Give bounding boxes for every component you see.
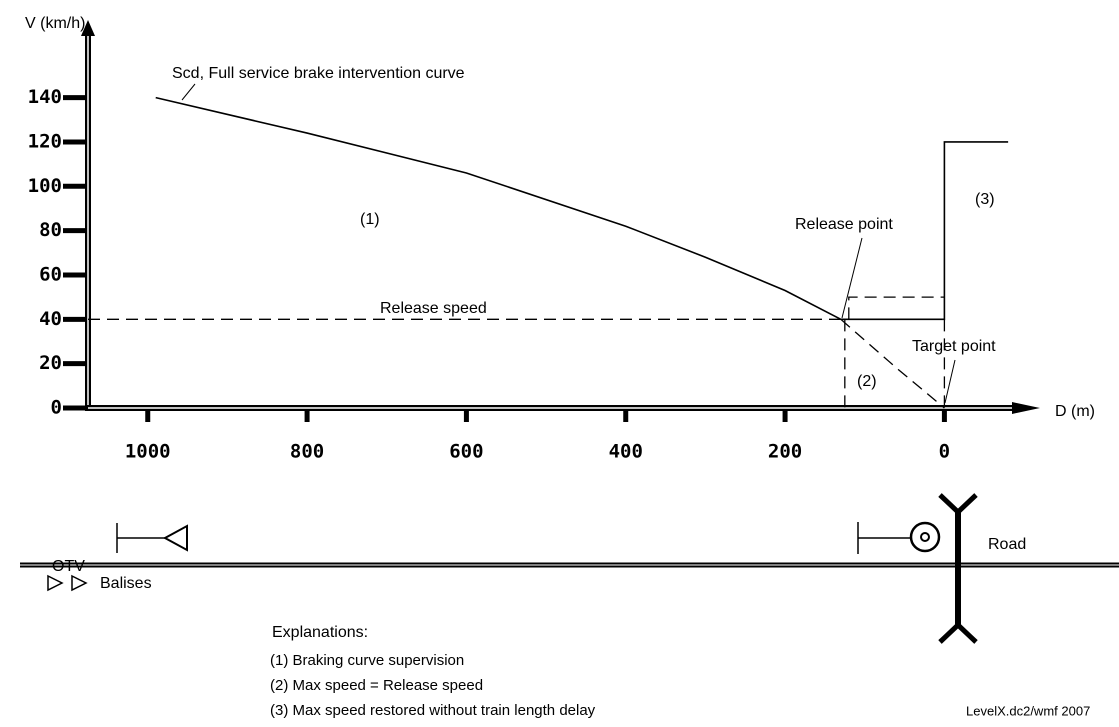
- footer: LevelX.dc2/wmf 2007: [966, 703, 1090, 718]
- y-tick-label: 120: [28, 130, 62, 152]
- x-tick-label: 800: [290, 441, 324, 463]
- area-label: (3): [975, 191, 995, 208]
- explanations-title: Explanations:: [272, 624, 368, 641]
- signal-light: [920, 532, 930, 542]
- y-tick-label: 0: [51, 397, 62, 419]
- area-label: (1): [360, 211, 380, 228]
- x-tick-label: 0: [939, 441, 950, 463]
- x-tick-label: 1000: [125, 441, 171, 463]
- x-axis-arrow: [1012, 402, 1040, 414]
- road-end: [938, 493, 978, 516]
- road-label: Road: [988, 536, 1026, 553]
- x-tick-label: 600: [449, 441, 483, 463]
- area-label: (2): [857, 373, 877, 390]
- series-line: [840, 318, 945, 409]
- balises-label: Balises: [100, 575, 152, 592]
- y-tick-label: 100: [28, 175, 62, 197]
- series-line: [840, 141, 1009, 321]
- otv-board: [162, 524, 188, 552]
- pointer: [181, 83, 196, 101]
- pointer: [841, 237, 863, 319]
- y-axis-label: V (km/h): [25, 15, 85, 32]
- y-tick-label: 60: [39, 263, 62, 285]
- curve-label: Scd, Full service brake intervention cur…: [172, 65, 465, 82]
- pointer: [944, 359, 956, 404]
- explanation: (1) Braking curve supervision: [270, 652, 464, 669]
- x-axis-label: D (m): [1055, 403, 1095, 420]
- otv-label: OTV: [52, 558, 85, 575]
- y-tick-label: 140: [28, 86, 62, 108]
- balise: [71, 574, 88, 592]
- release-point-label: Release point: [795, 216, 893, 233]
- balise: [47, 574, 64, 592]
- series-line: [848, 296, 945, 320]
- y-axis-arrow: [81, 20, 95, 36]
- y-tick-label: 40: [39, 308, 62, 330]
- x-tick-label: 400: [609, 441, 643, 463]
- x-tick-label: 200: [768, 441, 802, 463]
- y-tick-label: 80: [39, 219, 62, 241]
- explanation: (2) Max speed = Release speed: [270, 677, 483, 694]
- target-point-label: Target point: [912, 338, 996, 355]
- road-end: [938, 621, 978, 644]
- explanation: (3) Max speed restored without train len…: [270, 702, 596, 719]
- release-speed-label: Release speed: [380, 300, 487, 317]
- y-tick-label: 20: [39, 352, 62, 374]
- series-line: [155, 96, 842, 321]
